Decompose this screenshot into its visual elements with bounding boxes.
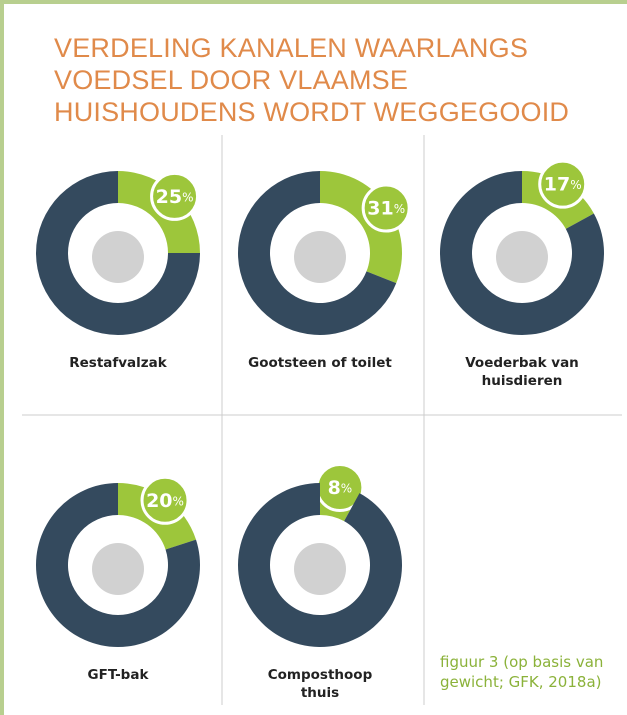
infographic: VERDELING KANALEN WAARLANGS VOEDSEL DOOR… — [0, 0, 627, 715]
caption: figuur 3 (op basis van gewicht; GFK, 201… — [440, 652, 620, 692]
chart-label: GFT-bak — [38, 666, 198, 684]
icon — [92, 231, 144, 283]
icon — [294, 231, 346, 283]
chart-label: Composthoop thuis — [265, 666, 375, 702]
icon — [92, 543, 144, 595]
chart-label: Voederbak van huisdieren — [462, 354, 582, 390]
icon — [496, 231, 548, 283]
icon — [294, 543, 346, 595]
chart-label: Gootsteen of toilet — [235, 354, 405, 372]
chart-label: Restafvalzak — [38, 354, 198, 372]
